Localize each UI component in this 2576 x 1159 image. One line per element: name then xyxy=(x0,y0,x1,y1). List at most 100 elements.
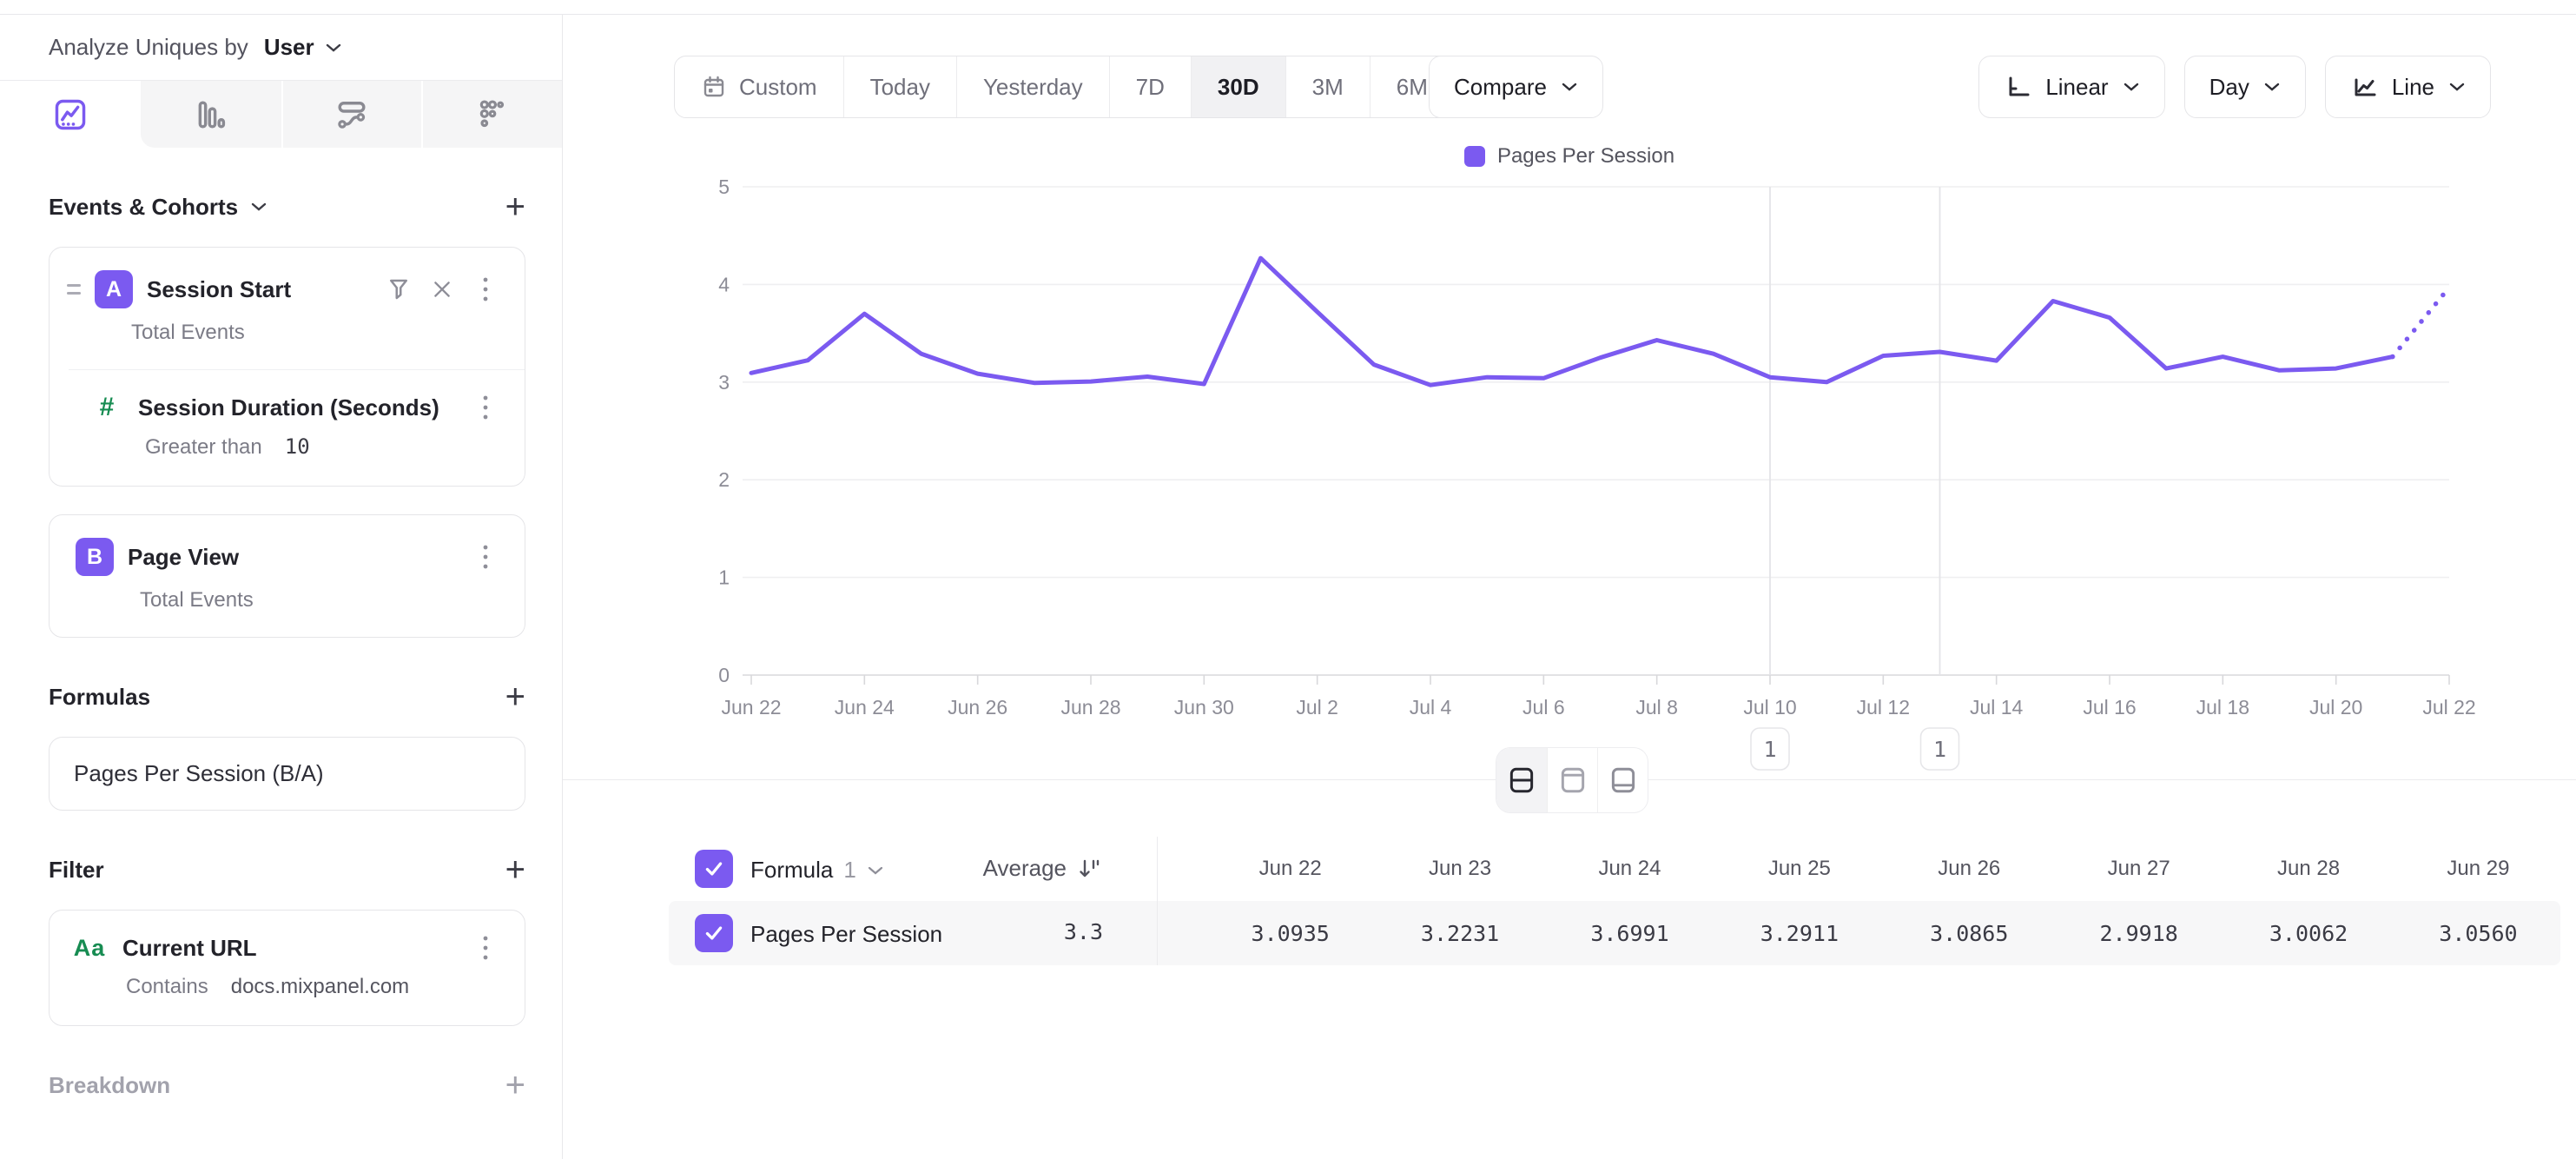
range-option-label: 7D xyxy=(1135,73,1165,100)
legend-series-label: Pages Per Session xyxy=(1496,144,1675,168)
range-option-6m[interactable]: 6M xyxy=(1369,56,1454,117)
event-title[interactable]: Page View xyxy=(128,543,240,570)
chevron-down-icon xyxy=(868,866,882,874)
range-option-today[interactable]: Today xyxy=(842,56,956,117)
annotation-badge-label: 1 xyxy=(1933,737,1946,762)
date-range-control: CustomTodayYesterday7D30D3M6M12M xyxy=(674,56,1552,118)
table-series-header[interactable]: Formula 1 xyxy=(750,857,884,884)
table-cell-value: 3.0560 xyxy=(2439,920,2518,946)
add-event-button[interactable]: + xyxy=(505,188,525,226)
formulas-section-header: Formulas + xyxy=(49,679,525,714)
event-title[interactable]: Session Start xyxy=(147,275,292,302)
compare-button[interactable]: Compare xyxy=(1429,56,1603,118)
property-title[interactable]: Session Duration (Seconds) xyxy=(138,394,439,421)
filter-menu-button[interactable] xyxy=(471,933,500,963)
add-breakdown-button[interactable]: + xyxy=(505,1066,525,1104)
events-section-title: Events & Cohorts xyxy=(49,193,239,220)
table-cell-value: 3.2911 xyxy=(1760,920,1840,946)
range-option-3m[interactable]: 3M xyxy=(1285,56,1370,117)
x-axis-label: Jul 22 xyxy=(2422,696,2475,719)
x-axis-label: Jun 26 xyxy=(948,696,1007,719)
formulas-section-title: Formulas xyxy=(49,683,151,710)
interval-label: Day xyxy=(2209,73,2249,100)
series-line-incomplete xyxy=(2390,285,2452,360)
event-measure-label[interactable]: Total Events xyxy=(140,588,254,612)
line-chart-icon xyxy=(2355,78,2376,96)
event-menu-button[interactable] xyxy=(471,542,500,572)
average-column-header[interactable]: Average xyxy=(869,855,1103,882)
row-checkbox[interactable] xyxy=(695,914,733,952)
range-option-30d[interactable]: 30D xyxy=(1190,56,1285,117)
add-formula-button[interactable]: + xyxy=(505,678,525,716)
tab-flow[interactable] xyxy=(281,81,422,148)
table-date-header[interactable]: Jun 25 xyxy=(1767,857,1831,880)
table-date-header[interactable]: Jun 22 xyxy=(1258,857,1322,880)
filter-title[interactable]: Current URL xyxy=(122,934,257,961)
filter-card-current-url[interactable]: Aa Current URL Contains docs.mixpanel.co… xyxy=(49,910,525,1026)
table-date-header[interactable]: Jun 27 xyxy=(2107,857,2170,880)
x-axis-label: Jun 30 xyxy=(1174,696,1234,719)
table-date-headers: Jun 22 Jun 23 Jun 24 Jun 25 Jun 26 Jun 27 Jun … xyxy=(1205,837,2576,901)
range-option-custom[interactable]: Custom xyxy=(675,56,843,117)
calendar-icon xyxy=(703,76,724,97)
interval-dropdown[interactable]: Day xyxy=(2183,56,2306,118)
filter-operator[interactable]: Contains xyxy=(126,975,208,998)
line-chart[interactable]: 0 1 2 3 4 5 1 1 Jun 22 Jun 24 Jun 26 Jun 28 Jun 30 Ju… xyxy=(677,165,2510,782)
y-axis-label: 4 xyxy=(718,273,730,295)
filter-value[interactable]: docs.mixpanel.com xyxy=(230,975,410,998)
property-operator[interactable]: Greater than xyxy=(145,435,262,459)
legend-swatch xyxy=(1463,146,1485,167)
drag-handle-icon[interactable] xyxy=(67,284,81,295)
table-cell-value: 3.0935 xyxy=(1251,920,1330,946)
table-date-header[interactable]: Jun 24 xyxy=(1598,857,1661,880)
analyze-entity-dropdown[interactable]: User xyxy=(263,34,314,60)
table-date-header[interactable]: Jun 29 xyxy=(2447,857,2510,880)
tab-bar-chart[interactable] xyxy=(140,81,281,148)
tab-retention[interactable] xyxy=(421,81,562,148)
property-menu-button[interactable] xyxy=(471,393,500,422)
filter-event-button[interactable] xyxy=(384,275,413,304)
event-card-page-view[interactable]: B Page View Total Events xyxy=(49,514,525,638)
layout-table-only-button[interactable] xyxy=(1597,748,1648,812)
property-value[interactable]: 10 xyxy=(284,434,310,459)
visualization-tabs xyxy=(0,81,562,148)
kebab-menu-icon xyxy=(483,545,488,569)
add-filter-button[interactable]: + xyxy=(505,851,525,889)
select-all-checkbox[interactable] xyxy=(695,850,733,888)
annotation-badge[interactable] xyxy=(1750,727,1790,771)
event-card-session-start[interactable]: A Session Start Total Events # xyxy=(49,247,525,487)
table-row[interactable] xyxy=(669,901,2560,965)
table-date-header[interactable]: Jun 28 xyxy=(2277,857,2341,880)
annotation-badge[interactable] xyxy=(1919,727,1960,771)
series-line[interactable] xyxy=(749,255,2395,387)
check-icon xyxy=(705,862,723,876)
chevron-down-icon[interactable] xyxy=(250,202,268,212)
range-option-label: Today xyxy=(869,73,930,100)
y-axis-label: 5 xyxy=(718,176,730,198)
row-series-label[interactable]: Pages Per Session xyxy=(750,921,943,947)
number-property-icon: # xyxy=(99,393,115,421)
tab-insights-line[interactable] xyxy=(0,81,141,148)
table-date-header[interactable]: Jun 26 xyxy=(1938,857,2001,880)
kebab-menu-icon xyxy=(483,277,488,301)
x-axis-label: Jul 14 xyxy=(1970,696,2024,719)
annotation-badge-label: 1 xyxy=(1763,737,1776,762)
table-date-header[interactable]: Jun 23 xyxy=(1429,857,1492,880)
event-property-filter[interactable]: # Session Duration (Seconds) Greater tha… xyxy=(69,369,525,486)
range-option-7d[interactable]: 7D xyxy=(1108,56,1191,117)
remove-event-button[interactable] xyxy=(427,275,457,304)
event-measure-label[interactable]: Total Events xyxy=(131,321,245,344)
layout-chart-only-button[interactable] xyxy=(1547,748,1597,812)
formula-card[interactable]: Pages Per Session (B/A) xyxy=(49,737,525,811)
bar-chart-tab-icon xyxy=(198,100,225,129)
scale-dropdown[interactable]: Linear xyxy=(1978,56,2165,118)
series-header-label: Formula xyxy=(750,857,834,883)
range-option-yesterday[interactable]: Yesterday xyxy=(955,56,1109,117)
chart-type-dropdown[interactable]: Line xyxy=(2324,56,2491,118)
layout-split-button[interactable] xyxy=(1496,748,1547,812)
table-cell-value: 3.6991 xyxy=(1590,920,1669,946)
y-axis-label: 3 xyxy=(718,371,730,394)
event-menu-button[interactable] xyxy=(471,275,500,304)
kebab-menu-icon xyxy=(483,395,488,420)
range-option-label: 6M xyxy=(1396,73,1428,100)
